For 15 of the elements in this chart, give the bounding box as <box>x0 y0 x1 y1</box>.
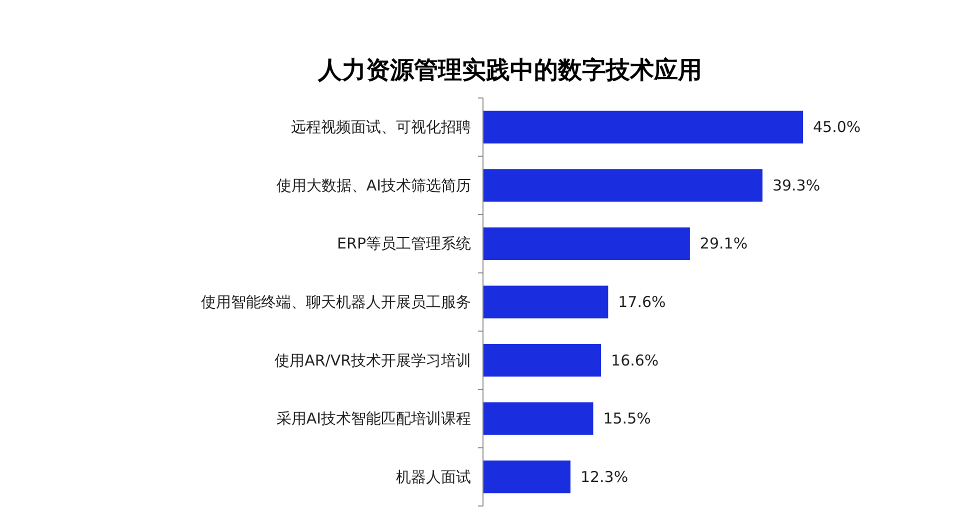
category-label: 使用大数据、AI技术筛选简历 <box>276 176 471 194</box>
category-label: 使用智能终端、聊天机器人开展员工服务 <box>201 293 471 311</box>
value-label: 16.6% <box>611 351 659 370</box>
value-label: 29.1% <box>700 234 748 253</box>
value-label: 17.6% <box>618 293 666 311</box>
category-label: 机器人面试 <box>396 468 471 486</box>
title: 人力资源管理实践中的数字技术应用 <box>318 56 702 84</box>
category-label: 使用AR/VR技术开展学习培训 <box>274 351 471 370</box>
value-label: 39.3% <box>772 176 820 194</box>
category-label: 远程视频面试、可视化招聘 <box>291 118 471 136</box>
category-label: ERP等员工管理系统 <box>337 234 471 253</box>
value-label: 15.5% <box>603 410 651 428</box>
value-label: 45.0% <box>813 118 861 136</box>
value-label: 12.3% <box>580 468 628 486</box>
category-label: 采用AI技术智能匹配培训课程 <box>276 410 471 428</box>
